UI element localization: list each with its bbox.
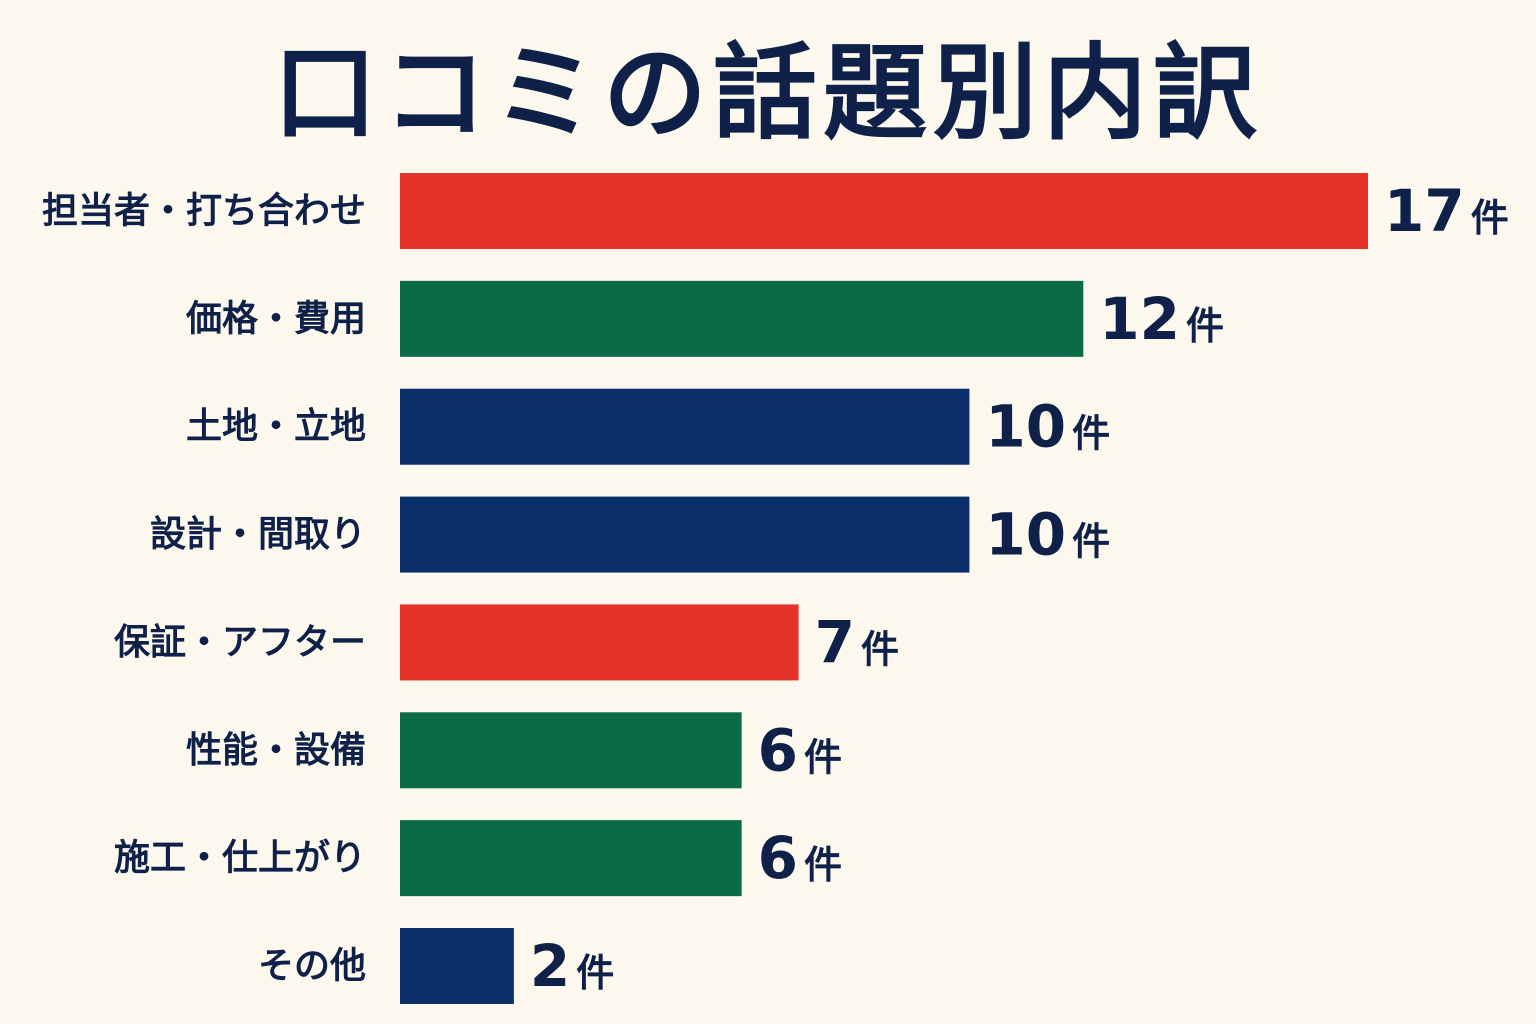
value-unit-3: 件 <box>1072 520 1110 564</box>
value-label-3: 10 件 <box>985 501 1110 569</box>
value-unit-7: 件 <box>576 951 614 995</box>
value-unit-0: 件 <box>1471 196 1509 240</box>
bar-3 <box>400 496 970 573</box>
value-unit-5: 件 <box>804 735 842 779</box>
value-unit-1: 件 <box>1186 304 1224 348</box>
value-unit-6: 件 <box>804 843 842 887</box>
category-label-6: 施工・仕上がり <box>114 838 366 879</box>
value-number-2: 10 <box>985 393 1066 461</box>
bar-4 <box>400 604 799 681</box>
category-label-7: その他 <box>258 946 366 987</box>
value-label-1: 12 件 <box>1099 285 1224 353</box>
category-label-3: 設計・間取り <box>150 514 366 555</box>
value-number-6: 6 <box>758 824 798 892</box>
bar-1 <box>400 280 1084 357</box>
value-label-0: 17 件 <box>1384 177 1509 245</box>
value-number-1: 12 <box>1099 285 1180 353</box>
value-number-3: 10 <box>985 501 1066 569</box>
category-label-4: 保証・アフター <box>114 622 366 663</box>
category-label-0: 担当者・打ち合わせ <box>42 191 366 232</box>
category-label-2: 土地・立地 <box>186 406 366 447</box>
value-number-0: 17 <box>1384 177 1465 245</box>
bar-5 <box>400 712 742 789</box>
category-label-5: 性能・設備 <box>186 730 366 771</box>
value-unit-4: 件 <box>861 627 899 671</box>
bar-2 <box>400 388 970 465</box>
category-label-1: 価格・費用 <box>185 298 366 339</box>
value-number-7: 2 <box>530 932 570 1000</box>
chart-title: 口コミの話題別内訳 <box>272 32 1263 154</box>
bar-7 <box>400 928 514 1004</box>
value-number-4: 7 <box>815 608 855 676</box>
value-number-5: 6 <box>758 716 798 784</box>
bar-0 <box>400 173 1368 249</box>
value-label-2: 10 件 <box>985 393 1110 461</box>
value-unit-2: 件 <box>1072 412 1110 456</box>
bar-6 <box>400 820 742 897</box>
